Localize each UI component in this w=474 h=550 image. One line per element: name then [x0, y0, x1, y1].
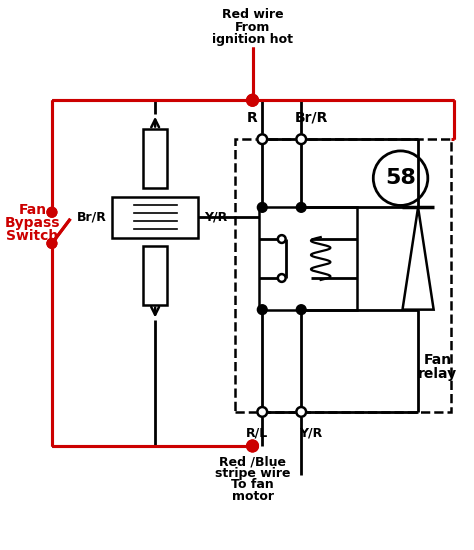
Circle shape [246, 95, 258, 106]
Circle shape [296, 305, 306, 315]
Text: R: R [149, 140, 161, 155]
Text: ignition hot: ignition hot [212, 34, 293, 46]
Circle shape [296, 134, 306, 144]
Circle shape [257, 407, 267, 417]
Bar [112, 197, 198, 238]
Text: From: From [235, 21, 270, 34]
Bar [235, 139, 451, 412]
Text: Fan: Fan [18, 204, 46, 217]
Circle shape [246, 440, 258, 452]
Circle shape [257, 134, 267, 144]
Text: Red wire: Red wire [222, 8, 283, 21]
Circle shape [246, 440, 258, 452]
Text: 58: 58 [385, 168, 416, 188]
Text: relay: relay [418, 367, 457, 381]
Text: Fan: Fan [423, 353, 452, 367]
Bar [259, 207, 357, 310]
Text: R/L: R/L [246, 427, 268, 440]
Bar [144, 129, 167, 188]
Circle shape [278, 274, 286, 282]
Circle shape [47, 207, 57, 217]
Text: stripe wire: stripe wire [215, 467, 290, 480]
Text: To fan: To fan [231, 478, 274, 492]
Text: Red /Blue: Red /Blue [219, 455, 286, 468]
Circle shape [47, 239, 57, 248]
Text: Br/R: Br/R [294, 111, 328, 125]
Circle shape [296, 407, 306, 417]
Text: Bypass: Bypass [5, 216, 60, 230]
Circle shape [47, 239, 57, 248]
Circle shape [278, 235, 286, 243]
Circle shape [246, 95, 258, 106]
Circle shape [296, 202, 306, 212]
Text: motor: motor [231, 490, 273, 503]
Text: Switch: Switch [6, 229, 59, 243]
Text: Br/R: Br/R [77, 211, 107, 224]
Text: R/L: R/L [143, 162, 167, 175]
Text: Y/R: Y/R [299, 427, 323, 440]
Circle shape [257, 202, 267, 212]
Bar [144, 246, 167, 305]
Circle shape [47, 207, 57, 217]
Circle shape [257, 305, 267, 315]
Text: Y/R: Y/R [204, 211, 227, 224]
Text: R: R [247, 111, 258, 125]
